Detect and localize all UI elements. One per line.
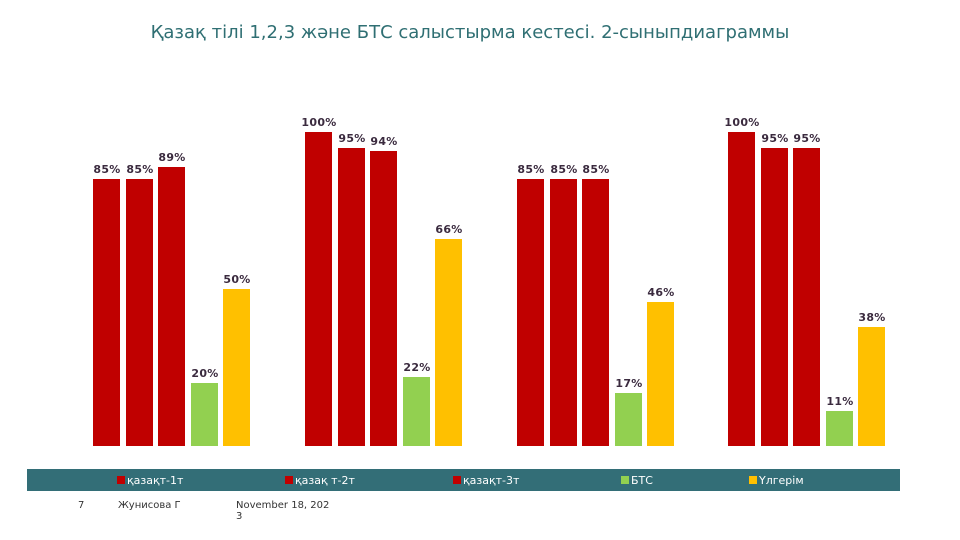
legend-label: қазақ т-2т	[295, 473, 355, 487]
data-label: 95%	[338, 132, 366, 145]
bar	[647, 302, 674, 446]
bar	[826, 411, 853, 446]
data-label: 85%	[93, 163, 121, 176]
data-label: 38%	[858, 311, 886, 324]
bar	[582, 179, 609, 446]
bar	[191, 383, 218, 446]
legend-swatch-icon	[621, 476, 629, 484]
bar	[435, 239, 462, 446]
data-label: 20%	[191, 367, 219, 380]
legend-label: қазақт-1т	[127, 473, 184, 487]
data-label: 95%	[793, 132, 821, 145]
chart-legend: қазақт-1т қазақ т-2т қазақт-3т БТС Үлгерім	[27, 469, 900, 491]
bar	[158, 167, 185, 446]
slide-number: 7	[78, 500, 85, 511]
bar	[858, 327, 885, 446]
bar	[305, 132, 332, 446]
footer-date: November 18, 202 3	[236, 500, 329, 522]
legend-item: қазақт-1т	[117, 473, 183, 487]
bar	[126, 179, 153, 446]
data-label: 46%	[647, 286, 675, 299]
legend-label: қазақт-3т	[463, 473, 520, 487]
data-label: 94%	[370, 135, 398, 148]
footer-author: Жунисова Г	[118, 500, 181, 511]
legend-item: қазақ т-2т	[285, 473, 355, 487]
data-label: 85%	[126, 163, 154, 176]
bar	[223, 289, 250, 446]
bar	[338, 148, 365, 446]
data-label: 50%	[223, 273, 251, 286]
bar	[761, 148, 788, 446]
data-label: 85%	[517, 163, 545, 176]
legend-swatch-icon	[117, 476, 125, 484]
data-label: 95%	[761, 132, 789, 145]
data-label: 85%	[582, 163, 610, 176]
data-label: 85%	[550, 163, 578, 176]
bar	[728, 132, 755, 446]
legend-label: Үлгерім	[759, 473, 804, 487]
data-label: 89%	[158, 151, 186, 164]
bar	[93, 179, 120, 446]
bar	[615, 393, 642, 446]
bar	[517, 179, 544, 446]
legend-item: БТС	[621, 473, 653, 487]
data-label: 11%	[826, 395, 854, 408]
bar-chart: 85% 85% 89% 20% 50% 100% 95% 94% 22% 66% 85% 85% 85%…	[93, 116, 886, 446]
bar	[370, 151, 397, 446]
legend-swatch-icon	[285, 476, 293, 484]
legend-item: қазақт-3т	[453, 473, 519, 487]
data-label: 17%	[615, 377, 643, 390]
legend-item: Үлгерім	[749, 473, 804, 487]
data-label: 22%	[403, 361, 431, 374]
legend-label: БТС	[631, 473, 653, 487]
chart-title: Қазақ тілі 1,2,3 және БТС салыстырма кес…	[150, 22, 790, 43]
bar	[403, 377, 430, 446]
footer-date-line1: November 18, 202	[236, 500, 330, 511]
footer-date-line2: 3	[236, 511, 243, 522]
data-label: 100%	[301, 116, 337, 129]
data-label: 66%	[435, 223, 463, 236]
data-label: 100%	[724, 116, 760, 129]
legend-swatch-icon	[453, 476, 461, 484]
bar	[550, 179, 577, 446]
bar	[793, 148, 820, 446]
legend-swatch-icon	[749, 476, 757, 484]
